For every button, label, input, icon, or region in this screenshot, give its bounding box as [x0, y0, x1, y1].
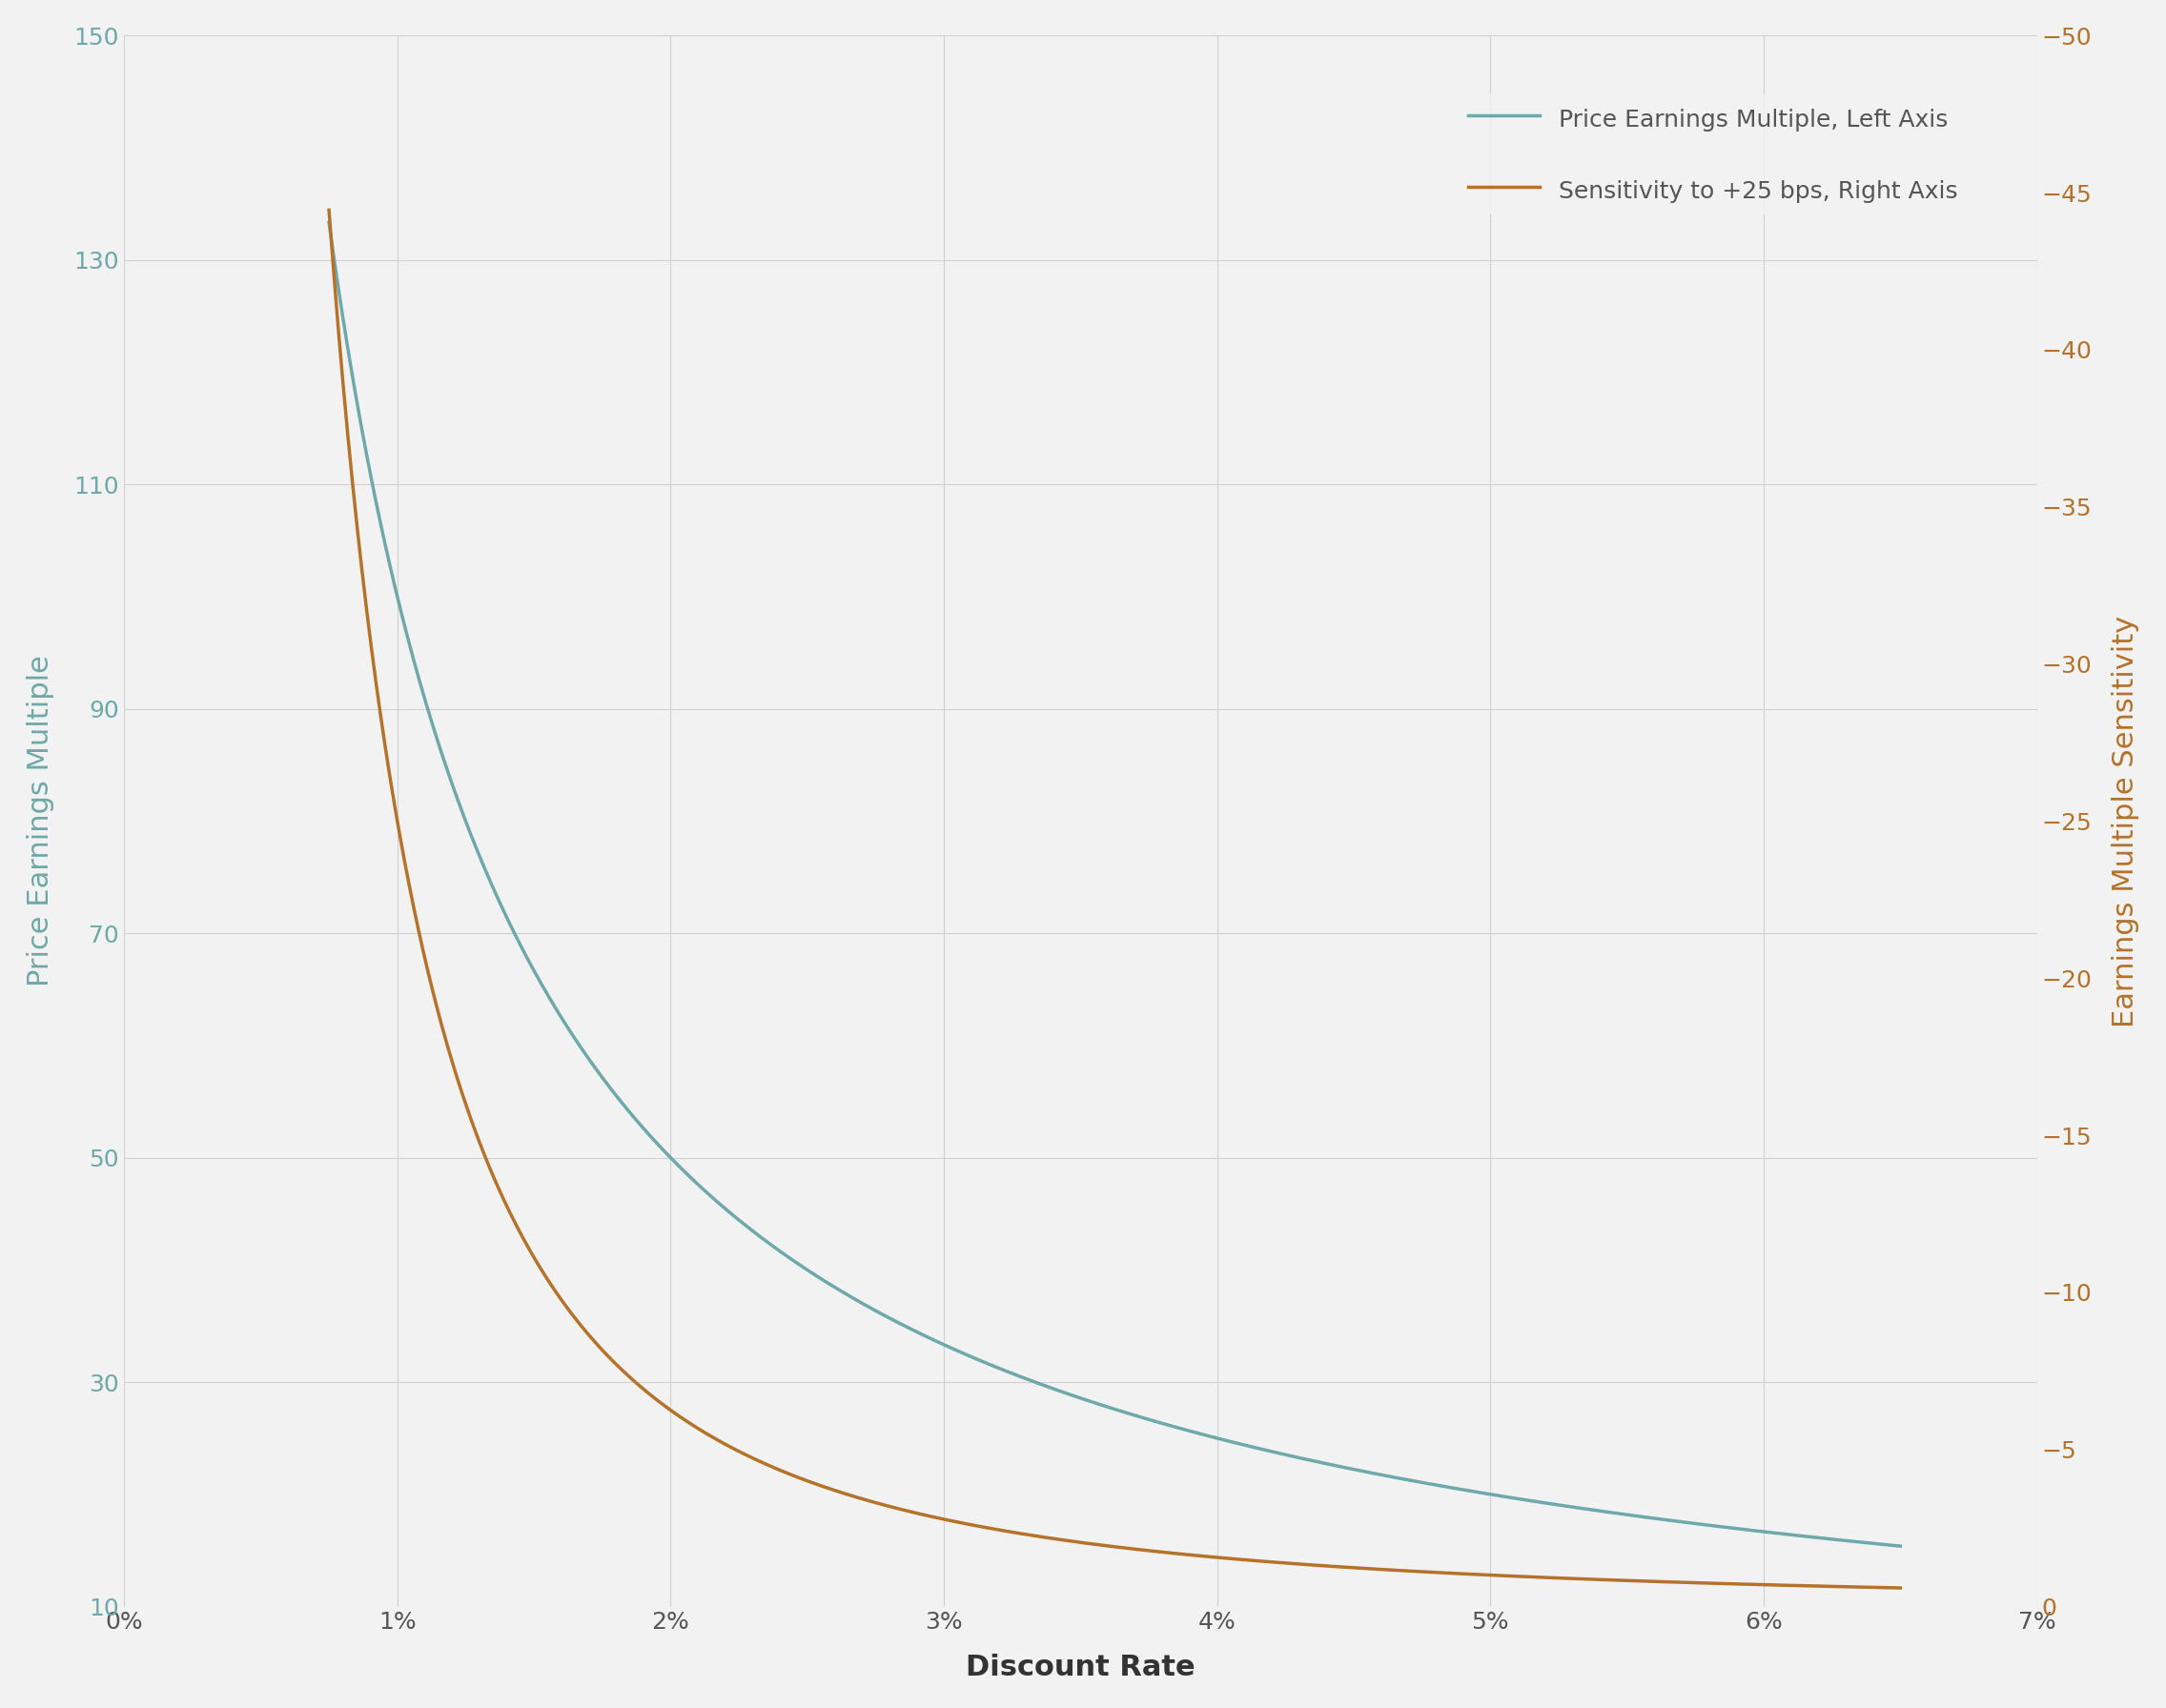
Price Earnings Multiple, Left Axis [1542, 1494, 1568, 1515]
Y-axis label: Earnings Multiple Sensitivity: Earnings Multiple Sensitivity [2112, 615, 2140, 1027]
Price Earnings Multiple, Left Axis [316, 212, 342, 232]
X-axis label: Discount Rate: Discount Rate [966, 1653, 1196, 1681]
Sensitivity to +25 bps, Right Axis [1542, 1568, 1568, 1588]
Price Earnings Multiple, Left Axis [1007, 1366, 1033, 1387]
Price Earnings Multiple, Left Axis [1570, 1498, 1596, 1518]
Sensitivity to +25 bps, Right Axis [951, 1513, 977, 1534]
Price Earnings Multiple, Left Axis [1887, 1535, 1913, 1556]
Legend: Price Earnings Multiple, Left Axis, Sensitivity to +25 bps, Right Axis: Price Earnings Multiple, Left Axis, Sens… [1460, 94, 1967, 215]
Price Earnings Multiple, Left Axis [477, 869, 503, 890]
Sensitivity to +25 bps, Right Axis [1007, 1524, 1033, 1544]
Sensitivity to +25 bps, Right Axis [316, 200, 342, 220]
Sensitivity to +25 bps, Right Axis [1570, 1568, 1596, 1588]
Price Earnings Multiple, Left Axis [1395, 1469, 1421, 1489]
Sensitivity to +25 bps, Right Axis [477, 1156, 503, 1177]
Price Earnings Multiple, Left Axis [951, 1344, 977, 1365]
Sensitivity to +25 bps, Right Axis [1395, 1561, 1421, 1582]
Y-axis label: Price Earnings Multiple: Price Earnings Multiple [26, 656, 54, 987]
Line: Sensitivity to +25 bps, Right Axis: Sensitivity to +25 bps, Right Axis [329, 210, 1900, 1588]
Line: Price Earnings Multiple, Left Axis: Price Earnings Multiple, Left Axis [329, 222, 1900, 1546]
Sensitivity to +25 bps, Right Axis [1887, 1578, 1913, 1599]
